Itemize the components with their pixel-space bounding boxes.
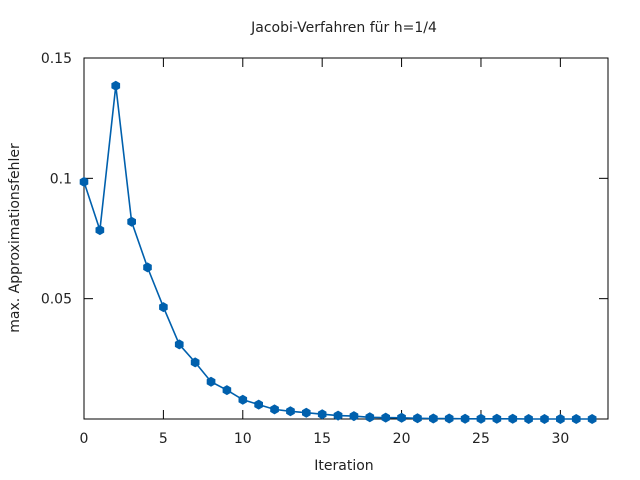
data-point (111, 80, 121, 91)
data-point (159, 302, 168, 313)
y-tick-label: 0.1 (50, 171, 72, 187)
data-point (270, 404, 279, 415)
data-point (444, 413, 454, 424)
x-tick-label: 30 (551, 431, 569, 447)
x-tick-label: 10 (234, 431, 252, 447)
data-point (476, 413, 486, 424)
x-axis-ticks: 0 5 10 15 20 25 30 (80, 58, 569, 447)
y-axis-label: max. Approximationsfehler (7, 143, 23, 333)
chart-title: Jacobi-Verfahren für h=1/4 (250, 20, 437, 36)
data-point (381, 412, 390, 423)
data-point (460, 413, 470, 424)
data-point (587, 414, 597, 424)
x-tick-label: 15 (313, 431, 331, 447)
x-tick-label: 0 (80, 431, 89, 447)
data-point (413, 413, 422, 424)
y-tick-label: 0.05 (41, 292, 72, 308)
data-point (79, 176, 89, 187)
data-point (429, 413, 438, 424)
data-point (556, 414, 565, 424)
x-tick-label: 25 (472, 431, 490, 447)
data-point (397, 412, 406, 423)
y-axis-ticks: 0.05 0.1 0.15 (41, 51, 608, 308)
data-point (254, 399, 263, 410)
data-point (206, 376, 216, 387)
data-point (571, 414, 581, 424)
data-point (127, 216, 136, 227)
data-point (508, 413, 518, 424)
data-point (333, 410, 343, 421)
series-line (83, 85, 593, 420)
data-point (95, 225, 105, 236)
data-point (302, 407, 311, 418)
data-point (174, 339, 184, 350)
data-point (286, 406, 295, 417)
y-tick-label: 0.15 (41, 51, 72, 67)
data-point (349, 411, 359, 422)
plot-frame (83, 57, 609, 420)
data-point (143, 262, 152, 273)
series-layer (79, 80, 597, 424)
data-point (524, 414, 533, 424)
x-tick-label: 5 (159, 431, 168, 447)
data-point (540, 414, 549, 424)
x-tick-label: 20 (393, 431, 411, 447)
data-point (190, 357, 200, 368)
data-point (492, 413, 502, 424)
data-point (238, 394, 248, 405)
data-point (317, 409, 327, 420)
data-point (365, 412, 375, 423)
x-axis-label: Iteration (314, 458, 373, 474)
data-point (222, 385, 232, 396)
